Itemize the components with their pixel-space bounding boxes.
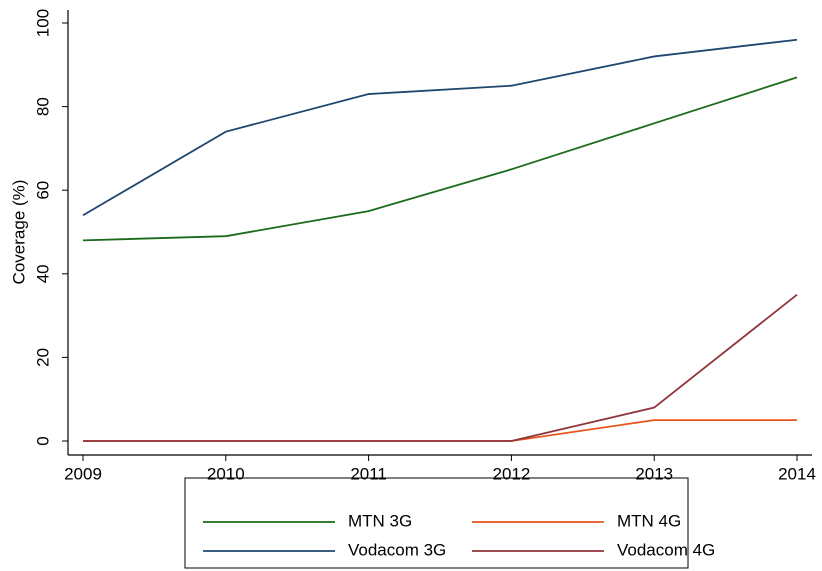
legend-box	[184, 477, 689, 569]
legend-label: MTN 3G	[348, 511, 412, 530]
y-tick-label: 100	[33, 9, 52, 37]
x-tick-label: 2009	[64, 464, 102, 483]
x-tick-label: 2014	[778, 464, 816, 483]
x-tick-label: 2013	[635, 464, 673, 483]
series-line	[83, 419, 797, 442]
y-axis-label: Coverage (%)	[9, 180, 28, 285]
x-tick-label: 2010	[207, 464, 245, 483]
legend-label: Vodacom 4G	[617, 540, 715, 559]
series-line	[82, 38, 798, 217]
legend-label: Vodacom 3G	[348, 540, 446, 559]
x-tick-label: 2011	[350, 464, 387, 483]
series-line	[82, 76, 798, 242]
legend-label: MTN 4G	[617, 511, 681, 530]
y-tick-label: 80	[33, 97, 52, 116]
x-tick-label: 2012	[492, 464, 530, 483]
y-tick-label: 40	[33, 264, 52, 283]
series-line	[83, 293, 798, 442]
y-tick-label: 20	[33, 348, 52, 367]
y-tick-label: 60	[33, 181, 52, 200]
y-tick-label: 0	[33, 436, 52, 445]
